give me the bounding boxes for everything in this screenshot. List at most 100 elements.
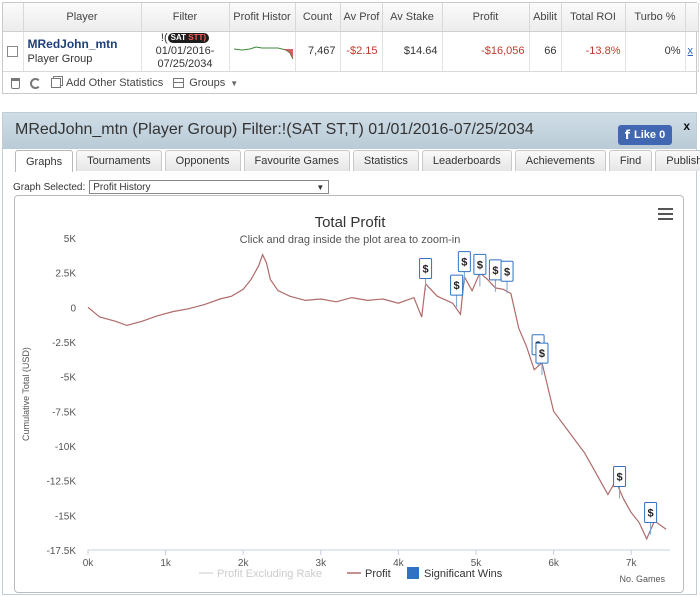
like-label: Like 0 — [634, 129, 666, 141]
table-row: MRedJohn_mtn Player Group !(SAT STT) 01/… — [3, 31, 699, 72]
tab-achievements[interactable]: Achievements — [514, 150, 606, 171]
turbo-value: 0% — [625, 31, 686, 72]
chart-container[interactable]: Total Profit Click and drag inside the pl… — [14, 195, 684, 593]
stats-panel: Player Filter Profit Histor Count Av Pro… — [2, 2, 699, 94]
tab-find[interactable]: Find — [608, 150, 653, 171]
tab-publish[interactable]: Publish — [655, 150, 700, 171]
sparkline-loss — [281, 48, 293, 59]
player-type: Player Group — [27, 52, 93, 65]
significant-win-marker — [613, 466, 627, 488]
player-cell: MRedJohn_mtn Player Group — [23, 31, 142, 72]
filter-badge: SAT STT) — [167, 32, 210, 43]
header-remove — [685, 3, 699, 32]
legend-profit-label: Profit — [365, 568, 391, 580]
av-stake-value: $14.64 — [382, 31, 443, 72]
filter-cell: !(SAT STT) 01/01/2016- 07/25/2034 — [141, 31, 230, 72]
hamburger-menu-icon[interactable] — [658, 208, 673, 220]
row-checkbox[interactable] — [7, 45, 19, 57]
tab-statistics[interactable]: Statistics — [352, 150, 419, 171]
x-tick-label: 0k — [83, 558, 95, 569]
profit-value: -$16,056 — [442, 31, 530, 72]
header-select — [3, 3, 24, 32]
header-total-roi[interactable]: Total ROI — [561, 3, 626, 32]
significant-win-label: $ — [477, 259, 483, 271]
add-statistics-button[interactable]: Add Other Statistics — [51, 77, 163, 89]
significant-win-marker — [457, 251, 471, 273]
significant-win-label: $ — [504, 266, 510, 278]
profit-series-line — [87, 253, 667, 541]
x-tick-label: 3k — [316, 558, 328, 569]
remove-row-link[interactable]: x — [687, 45, 694, 57]
significant-win-label: $ — [539, 348, 545, 360]
legend-excl-rake-label: Profit Excluding Rake — [217, 568, 322, 580]
significant-win-marker — [500, 260, 514, 282]
sparkline-line — [233, 45, 293, 59]
significant-win-marker — [644, 502, 658, 524]
groups-label: Groups — [189, 77, 226, 89]
header-filter[interactable]: Filter — [141, 3, 230, 32]
graph-select-label: Graph Selected: — [13, 181, 86, 193]
graph-select-value: Profit History — [93, 181, 151, 193]
header-turbo[interactable]: Turbo % — [625, 3, 686, 32]
legend-significant-swatch — [407, 567, 419, 579]
x-tick-label: 6k — [548, 558, 560, 569]
main-panel: MRedJohn_mtn (Player Group) Filter:!(SAT… — [2, 112, 700, 595]
y-tick-label: -10K — [55, 442, 76, 453]
y-tick-label: -15K — [55, 511, 76, 522]
refresh-icon[interactable] — [30, 77, 41, 89]
tab-opponents[interactable]: Opponents — [164, 150, 241, 171]
significant-win-marker — [535, 342, 549, 364]
page-title: MRedJohn_mtn (Player Group) Filter:!(SAT… — [15, 121, 534, 138]
total-roi-value: -13.8% — [561, 31, 626, 72]
groups-button[interactable]: Groups ▼ — [173, 77, 238, 89]
graph-select-row: Graph Selected: Profit History ▼ — [13, 180, 330, 194]
significant-win-label: $ — [616, 472, 622, 484]
sparkline-svg — [233, 45, 293, 59]
tab-graphs[interactable]: Graphs — [15, 150, 74, 172]
x-tick-label: 7k — [626, 558, 638, 569]
x-tick-label: 4k — [393, 558, 405, 569]
player-name-link[interactable]: MRedJohn_mtn — [27, 36, 118, 51]
y-tick-label: -7.5K — [52, 407, 76, 418]
y-tick-label: -5K — [60, 373, 76, 384]
stats-table: Player Filter Profit Histor Count Av Pro… — [3, 3, 699, 72]
significant-win-label: $ — [461, 257, 467, 269]
significant-win-marker — [450, 274, 464, 296]
tab-leaderboards[interactable]: Leaderboards — [421, 150, 512, 171]
filter-prefix: !( — [160, 31, 168, 44]
add-statistics-label: Add Other Statistics — [66, 77, 164, 89]
significant-win-label: $ — [454, 280, 460, 292]
ability-value: 66 — [529, 31, 562, 72]
header-count[interactable]: Count — [295, 3, 341, 32]
header-av-profit[interactable]: Av Prof — [340, 3, 383, 32]
header-profit-history[interactable]: Profit Histor — [229, 3, 296, 32]
facebook-icon: f — [624, 128, 631, 142]
profit-chart[interactable]: Total Profit Click and drag inside the pl… — [15, 196, 684, 593]
trash-icon[interactable] — [11, 77, 20, 89]
significant-win-marker — [473, 253, 487, 275]
add-stats-icon — [51, 78, 61, 88]
header-player[interactable]: Player — [23, 3, 142, 32]
tab-favourite-games[interactable]: Favourite Games — [243, 150, 350, 171]
tab-tournaments[interactable]: Tournaments — [76, 150, 162, 171]
tab-bar: Graphs Tournaments Opponents Favourite G… — [15, 150, 700, 172]
x-tick-label: 1k — [160, 558, 172, 569]
significant-win-label: $ — [422, 264, 428, 276]
header-profit[interactable]: Profit — [442, 3, 530, 32]
stats-toolbar: Add Other Statistics Groups ▼ — [3, 72, 696, 94]
y-tick-label: -12.5K — [47, 477, 77, 488]
header-av-stake[interactable]: Av Stake — [382, 3, 443, 32]
facebook-like-button[interactable]: f Like 0 — [618, 125, 672, 145]
header-ability[interactable]: Abilit — [529, 3, 562, 32]
legend-significant-label: Significant Wins — [424, 568, 503, 580]
significant-win-marker — [419, 258, 433, 280]
graph-select-dropdown[interactable]: Profit History ▼ — [89, 180, 330, 194]
main-header: MRedJohn_mtn (Player Group) Filter:!(SAT… — [3, 113, 696, 149]
groups-icon — [173, 78, 185, 88]
significant-win-label: $ — [648, 508, 654, 520]
profit-history-sparkline[interactable] — [229, 31, 296, 72]
chart-subtitle: Click and drag inside the plot area to z… — [240, 234, 461, 246]
filter-badge-c: T) — [198, 32, 207, 42]
count-value: 7,467 — [295, 31, 341, 72]
close-icon[interactable]: x — [683, 119, 690, 133]
